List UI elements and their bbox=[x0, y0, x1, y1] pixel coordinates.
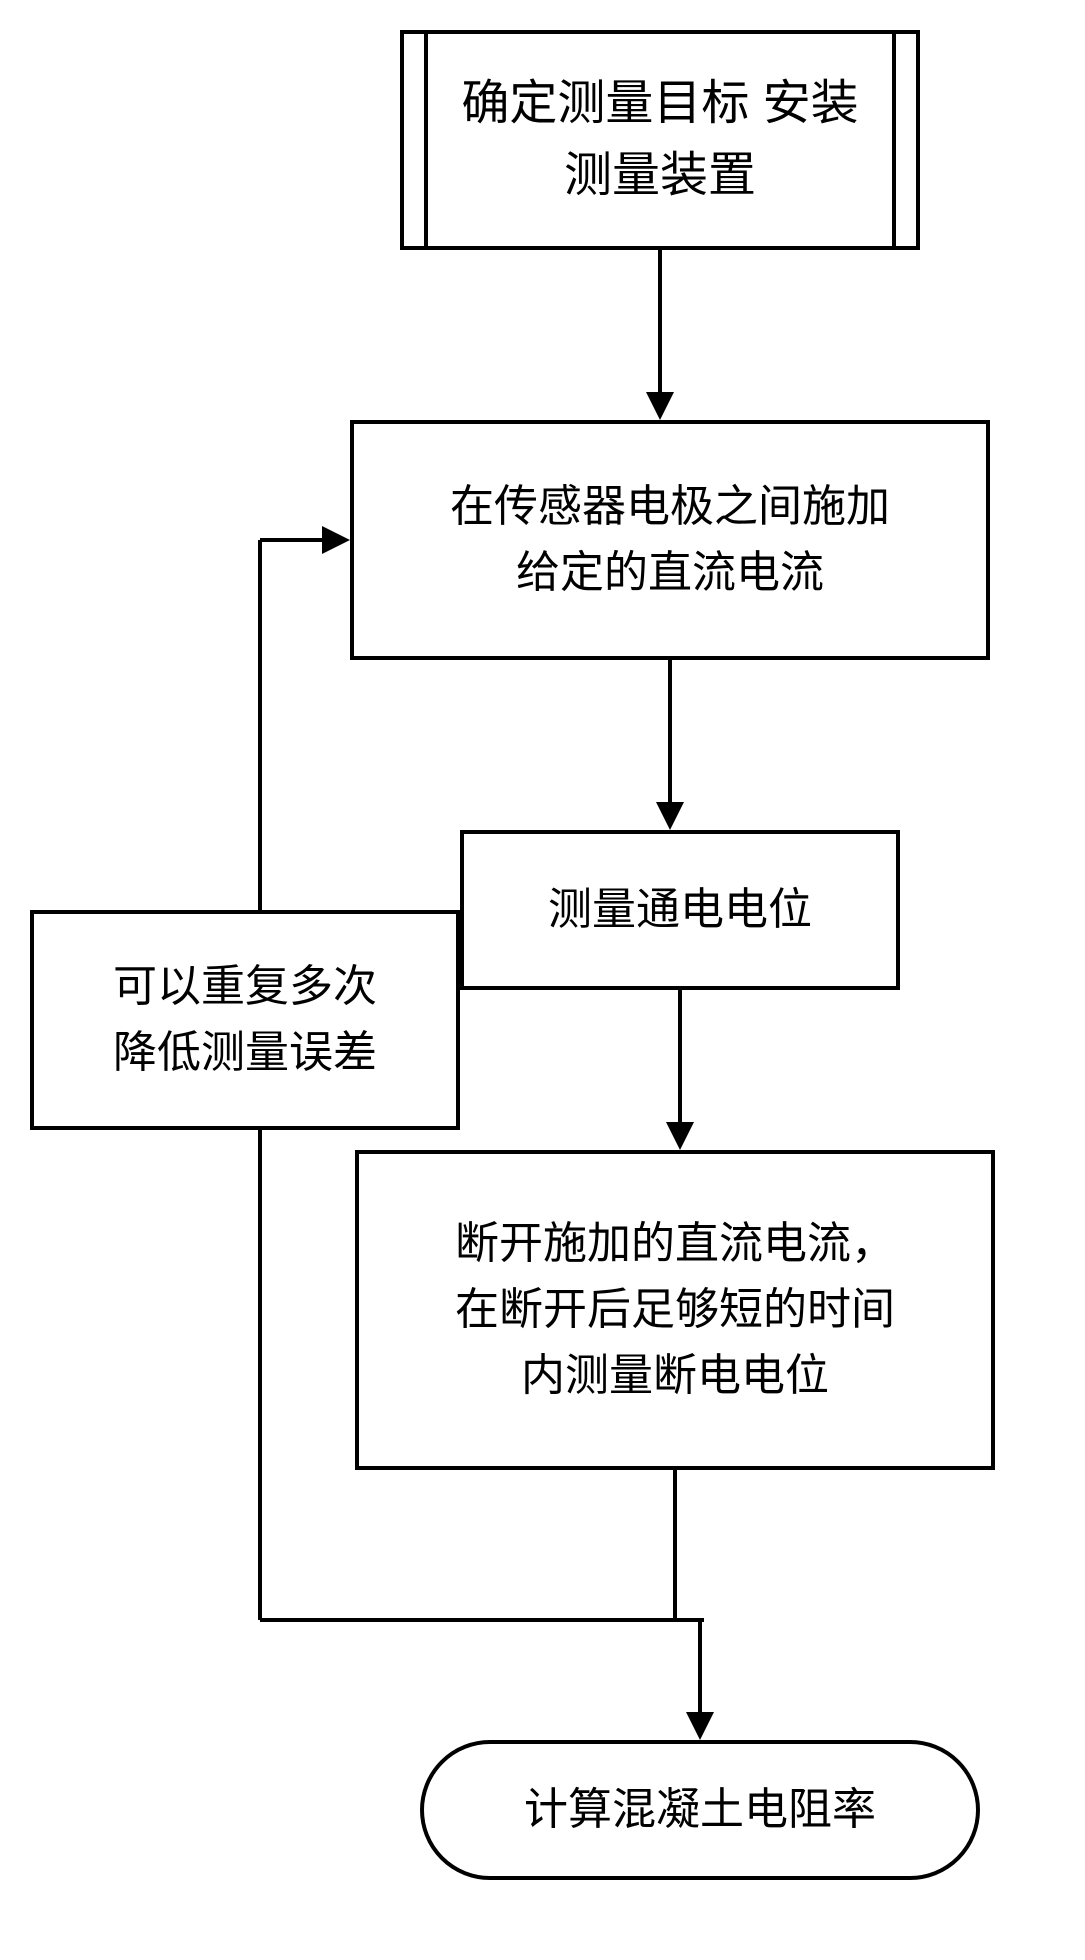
node-text: 可以重复多次 bbox=[113, 954, 377, 1020]
node-text: 断开施加的直流电流， bbox=[455, 1211, 895, 1277]
node-text: 降低测量误差 bbox=[113, 1020, 377, 1086]
node-text: 在传感器电极之间施加 bbox=[450, 474, 890, 540]
node-text: 测量通电电位 bbox=[548, 877, 812, 943]
node-text: 确定测量目标 bbox=[461, 77, 749, 130]
node-repeat-note: 可以重复多次 降低测量误差 bbox=[30, 910, 460, 1130]
node-measure-potential: 测量通电电位 bbox=[460, 830, 900, 990]
node-apply-current: 在传感器电极之间施加 给定的直流电流 bbox=[350, 420, 990, 660]
node-disconnect-measure: 断开施加的直流电流， 在断开后足够短的时间 内测量断电电位 bbox=[355, 1150, 995, 1470]
flowchart-container: 确定测量目标 安装测量装置 在传感器电极之间施加 给定的直流电流 测量通电电位 … bbox=[0, 0, 1085, 1960]
node-start: 确定测量目标 安装测量装置 bbox=[400, 30, 920, 250]
node-text: 计算混凝土电阻率 bbox=[524, 1777, 876, 1843]
node-text: 在断开后足够短的时间 bbox=[455, 1277, 895, 1343]
node-terminal-calculate: 计算混凝土电阻率 bbox=[420, 1740, 980, 1880]
node-text: 给定的直流电流 bbox=[450, 540, 890, 606]
node-text: 内测量断电电位 bbox=[455, 1343, 895, 1409]
